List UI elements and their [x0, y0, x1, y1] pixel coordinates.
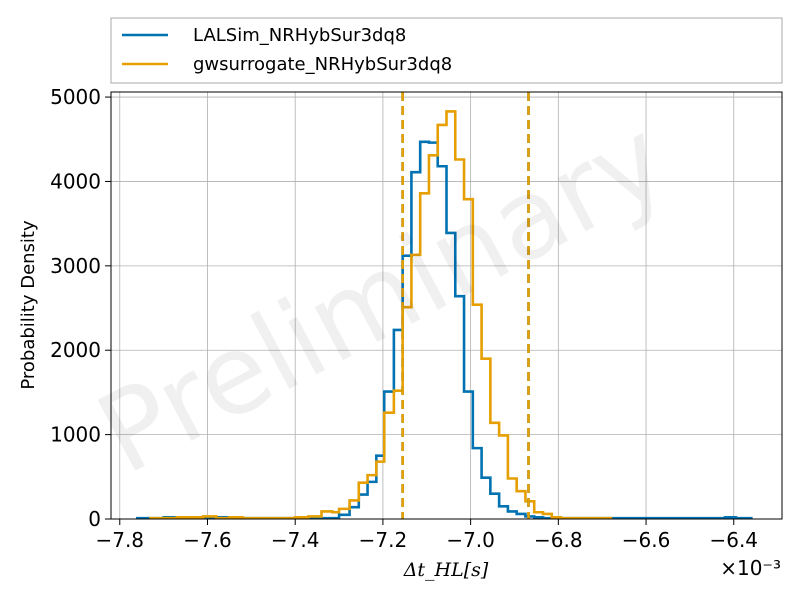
x-tick-label-5: −6.8 — [534, 528, 583, 552]
x-axis: −7.8 −7.6 −7.4 −7.2 −7.0 −6.8 −6.6 −6.4 — [95, 519, 758, 552]
y-tick-label-5: 5000 — [50, 85, 101, 109]
x-tick-label-6: −6.6 — [622, 528, 671, 552]
plot-area — [110, 91, 783, 520]
x-tick-label-3: −7.2 — [359, 528, 408, 552]
y-tick-label-0: 0 — [88, 507, 101, 531]
x-tick-label-1: −7.6 — [183, 528, 232, 552]
legend-box — [110, 17, 783, 84]
y-tick-label-3: 3000 — [50, 254, 101, 278]
x-tick-label-4: −7.0 — [446, 528, 495, 552]
legend: LALSim_NRHybSur3dq8 gwsurrogate_NRHybSur… — [110, 17, 783, 84]
x-tick-label-2: −7.4 — [271, 528, 320, 552]
x-offset-label: ×10⁻³ — [720, 556, 781, 580]
y-tick-label-2: 2000 — [50, 338, 101, 362]
y-axis: 0 1000 2000 3000 4000 5000 — [50, 85, 111, 531]
plot-frame — [110, 91, 783, 520]
x-tick-label-7: −6.4 — [709, 528, 758, 552]
y-axis-label: Probability Density — [18, 220, 39, 390]
reference-lines — [401, 92, 530, 519]
x-tick-label-0: −7.8 — [95, 528, 144, 552]
legend-label-gwsurrogate: gwsurrogate_NRHybSur3dq8 — [193, 54, 452, 75]
y-tick-label-4: 4000 — [50, 169, 101, 193]
legend-label-lalsim: LALSim_NRHybSur3dq8 — [193, 25, 406, 46]
x-axis-label: Δt_HL[s] — [403, 559, 489, 581]
y-tick-label-1: 1000 — [50, 423, 101, 447]
